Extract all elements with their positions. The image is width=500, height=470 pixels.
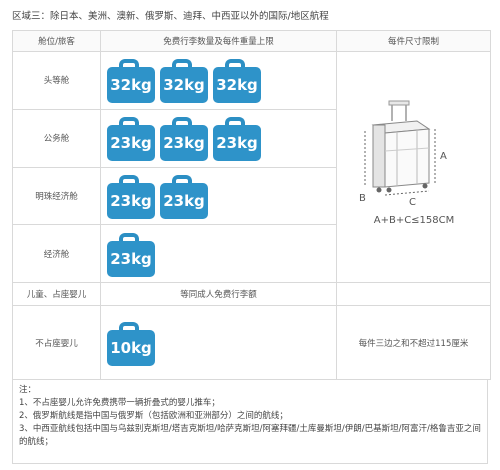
luggage-icon: 23kg [107, 115, 155, 162]
label-a: A [440, 151, 447, 162]
row-label: 头等舱 [12, 51, 101, 110]
bag-group: 32kg 32kg 32kg [101, 57, 336, 104]
luggage-weight-label: 23kg [107, 125, 155, 162]
luggage-weight-label: 23kg [107, 240, 155, 277]
baggage-allowance-table: 舱位/旅客 免费行李数量及每件重量上限 每件尺寸限制 头等舱 32kg 32kg 3… [12, 29, 491, 380]
child-allowance-text: 等同成人免费行李额 [100, 282, 337, 307]
luggage-icon: 23kg [160, 173, 208, 220]
notes-box: 注： 1、不占座婴儿允许免费携带一辆折叠式的婴儿推车； 2、俄罗斯航线是指中国与… [12, 380, 488, 464]
empty-cell [336, 282, 491, 307]
page-title: 区域三：除日本、美洲、澳新、俄罗斯、迪拜、中西亚以外的国际/地区航程 [12, 11, 329, 22]
infant-size-note: 每件三边之和不超过115厘米 [336, 305, 491, 380]
luggage-handle [225, 117, 245, 128]
luggage-weight-label: 23kg [160, 125, 208, 162]
luggage-weight-label: 23kg [107, 183, 155, 220]
table-row: 头等舱 32kg 32kg 32kg A B [12, 51, 491, 284]
table-row: 经济舱 23kg [12, 224, 491, 284]
luggage-handle [119, 175, 139, 186]
bag-cell: 23kg 23kg [100, 166, 337, 226]
notes-heading: 注： [19, 385, 37, 395]
row-label: 明珠经济舱 [12, 166, 101, 226]
label-c: C [409, 197, 416, 208]
table-row: 儿童、占座婴儿 等同成人免费行李额 [12, 282, 491, 307]
header-allowance: 免费行李数量及每件重量上限 [100, 29, 337, 53]
luggage-handle [172, 117, 192, 128]
bag-cell: 10kg [100, 305, 337, 380]
luggage-handle [172, 175, 192, 186]
luggage-handle [172, 59, 192, 70]
header-cabin: 舱位/旅客 [12, 29, 101, 53]
luggage-icon: 23kg [107, 231, 155, 277]
note-item: 2、俄罗斯航线是指中国与俄罗斯（包括欧洲和亚洲部分）之间的航线； [19, 411, 288, 421]
label-b: B [359, 193, 366, 204]
row-label: 经济舱 [12, 224, 101, 284]
row-label: 公务舱 [12, 108, 101, 168]
suitcase-diagram: A B C A+B+C≤158CM [359, 100, 455, 226]
bag-group: 10kg [101, 320, 336, 366]
luggage-weight-label: 32kg [213, 67, 261, 104]
luggage-weight-label: 32kg [160, 67, 208, 104]
bag-group: 23kg 23kg 23kg [101, 115, 336, 162]
size-diagram-cell: A B C A+B+C≤158CM [336, 51, 491, 284]
luggage-icon: 23kg [160, 115, 208, 162]
bag-cell: 32kg 32kg 32kg [100, 51, 337, 110]
bag-cell: 23kg [100, 224, 337, 284]
row-label: 儿童、占座婴儿 [12, 282, 101, 307]
luggage-weight-label: 10kg [107, 329, 155, 366]
luggage-icon: 10kg [107, 320, 155, 366]
table-row: 明珠经济舱 23kg 23kg [12, 166, 491, 226]
luggage-handle [119, 321, 139, 332]
table-row: 不占座婴儿 10kg 每件三边之和不超过115厘米 [12, 305, 491, 380]
bag-cell: 23kg 23kg 23kg [100, 108, 337, 168]
size-formula: A+B+C≤158CM [374, 215, 455, 226]
luggage-handle [119, 117, 139, 128]
luggage-icon: 32kg [213, 57, 261, 104]
luggage-handle [119, 232, 139, 243]
note-item: 3、中西亚航线包括中国与乌兹别克斯坦/塔吉克斯坦/哈萨克斯坦/阿塞拜疆/土库曼斯… [19, 424, 481, 447]
bag-group: 23kg [101, 231, 336, 277]
table-header-row: 舱位/旅客 免费行李数量及每件重量上限 每件尺寸限制 [12, 29, 491, 53]
luggage-icon: 32kg [160, 57, 208, 104]
table-row: 公务舱 23kg 23kg 23kg [12, 108, 491, 168]
luggage-weight-label: 23kg [213, 125, 261, 162]
luggage-weight-label: 23kg [160, 183, 208, 220]
luggage-handle [119, 59, 139, 70]
header-size: 每件尺寸限制 [336, 29, 491, 53]
row-label: 不占座婴儿 [12, 305, 101, 380]
luggage-icon: 23kg [107, 173, 155, 220]
note-item: 1、不占座婴儿允许免费携带一辆折叠式的婴儿推车； [19, 398, 220, 408]
luggage-weight-label: 32kg [107, 67, 155, 104]
bag-group: 23kg 23kg [101, 173, 336, 220]
luggage-icon: 23kg [213, 115, 261, 162]
luggage-handle [225, 59, 245, 70]
luggage-icon: 32kg [107, 57, 155, 104]
